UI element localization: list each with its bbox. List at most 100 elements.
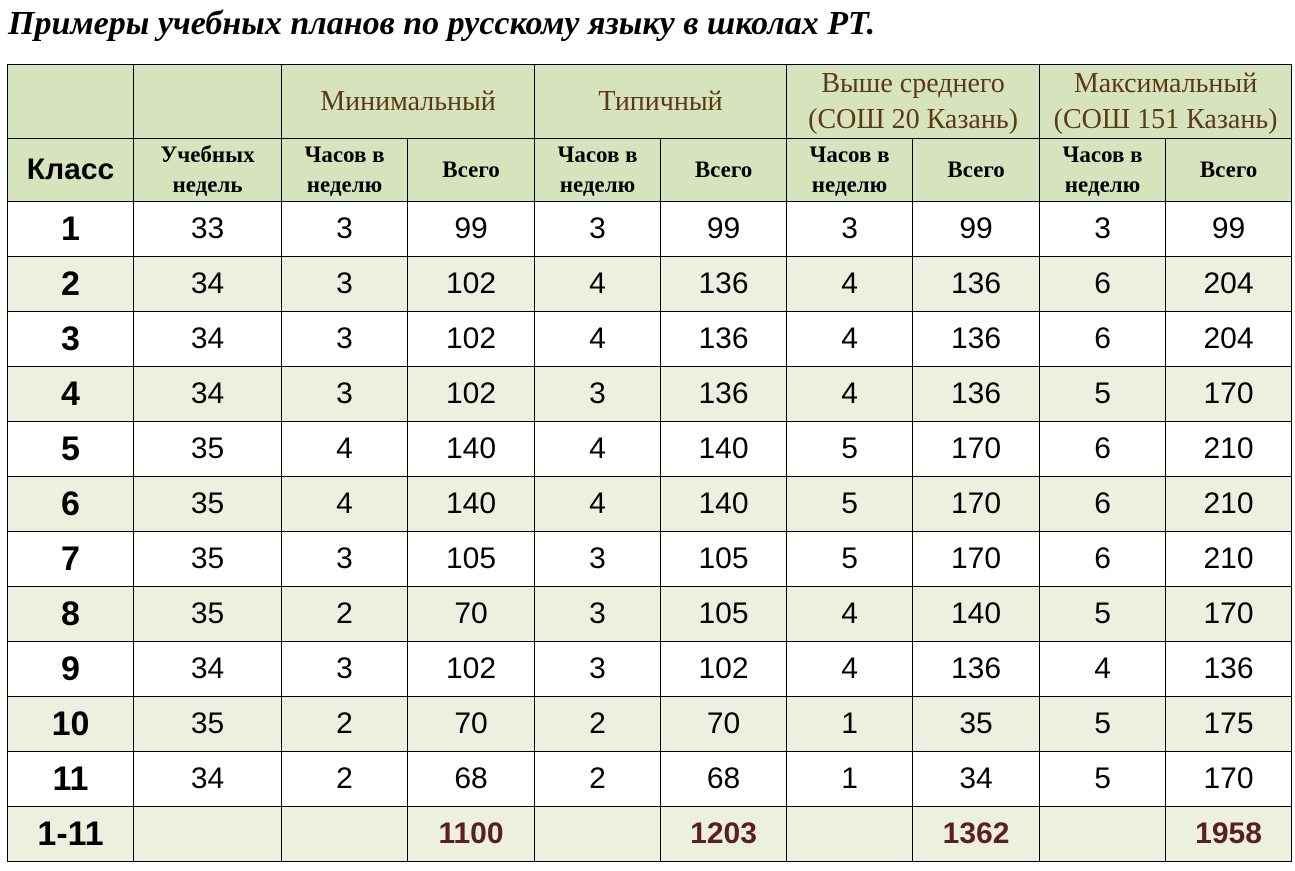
empty-cell	[281, 806, 408, 862]
total-hours-cell: 170	[912, 531, 1041, 587]
total-hours-cell: 210	[1165, 476, 1293, 532]
weeks-cell: 35	[133, 531, 282, 587]
per-week-header-line: неделю	[559, 172, 636, 197]
total-hours-cell: 102	[660, 641, 788, 697]
grand-total-cell: 1362	[912, 806, 1041, 862]
hours-per-week-cell: 4	[534, 311, 662, 367]
hours-per-week-cell: 4	[281, 476, 408, 532]
weeks-header: Учебных недель	[133, 138, 282, 202]
grade-cell: 9	[7, 641, 134, 697]
weeks-header-line: Учебных	[160, 142, 255, 167]
total-hours-cell: 102	[406, 366, 536, 422]
total-hours-cell: 136	[1165, 641, 1293, 697]
total-hours-cell: 136	[660, 256, 788, 312]
hours-per-week-cell: 3	[534, 366, 662, 422]
hours-per-week-cell: 3	[534, 201, 662, 257]
total-hours-cell: 136	[912, 311, 1041, 367]
total-hours-cell: 102	[406, 311, 536, 367]
table-row: 7 35 3 105 3 105 5 170 6 210	[7, 531, 1293, 587]
per-week-header-line: неделю	[1064, 172, 1141, 197]
grade-cell: 7	[7, 531, 134, 587]
table-row: 9 34 3 102 3 102 4 136 4 136	[7, 641, 1293, 697]
per-week-header: Часов в неделю	[786, 138, 914, 202]
hours-per-week-cell: 5	[1039, 751, 1167, 807]
hours-per-week-cell: 5	[786, 531, 914, 587]
per-week-header: Часов в неделю	[534, 138, 662, 202]
per-week-header-line: Часов в	[809, 142, 890, 167]
per-week-header-line: Часов в	[557, 142, 638, 167]
group-header-typical: Типичный	[534, 64, 788, 139]
hours-per-week-cell: 3	[281, 366, 408, 422]
hours-per-week-cell: 4	[534, 256, 662, 312]
total-hours-cell: 35	[912, 696, 1041, 752]
page-title: Примеры учебных планов по русскому языку…	[8, 5, 876, 42]
hours-per-week-cell: 4	[281, 421, 408, 477]
hours-per-week-cell: 2	[281, 586, 408, 642]
weeks-group-cell	[133, 64, 282, 139]
per-week-header-line: неделю	[306, 172, 383, 197]
table-row: 11 34 2 68 2 68 1 34 5 170	[7, 751, 1293, 807]
total-hours-cell: 204	[1165, 256, 1293, 312]
weeks-cell: 34	[133, 256, 282, 312]
hours-per-week-cell: 3	[534, 641, 662, 697]
total-header: Всего	[660, 138, 788, 202]
group-header-minimal: Минимальный	[280, 64, 536, 139]
weeks-cell: 34	[133, 641, 282, 697]
hours-per-week-cell: 2	[534, 696, 662, 752]
weeks-cell: 35	[133, 696, 282, 752]
weeks-cell: 34	[133, 366, 282, 422]
empty-cell	[786, 806, 914, 862]
hours-per-week-cell: 3	[281, 641, 408, 697]
group-line: (СОШ 151 Казань)	[1053, 103, 1278, 135]
total-hours-cell: 136	[660, 366, 788, 422]
curriculum-table: Минимальный Типичный Выше среднего (СОШ …	[7, 64, 1293, 862]
grade-cell: 10	[7, 696, 134, 752]
hours-per-week-cell: 3	[534, 531, 662, 587]
total-hours-cell: 70	[406, 696, 536, 752]
totals-row: 1-11 1100 1203 1362 1958	[7, 806, 1293, 862]
total-hours-cell: 99	[1165, 201, 1293, 257]
total-hours-cell: 136	[912, 366, 1041, 422]
hours-per-week-cell: 3	[281, 256, 408, 312]
hours-per-week-cell: 3	[534, 586, 662, 642]
hours-per-week-cell: 4	[786, 586, 914, 642]
hours-per-week-cell: 2	[281, 751, 408, 807]
table-row: 1 33 3 99 3 99 3 99 3 99	[7, 201, 1293, 257]
total-hours-cell: 204	[1165, 311, 1293, 367]
group-header-maximal: Максимальный (СОШ 151 Казань)	[1039, 64, 1293, 139]
empty-cell	[1039, 806, 1167, 862]
grade-cell: 3	[7, 311, 134, 367]
table-row: 4 34 3 102 3 136 4 136 5 170	[7, 366, 1293, 422]
per-week-header: Часов в неделю	[281, 138, 408, 202]
total-hours-cell: 105	[660, 531, 788, 587]
total-hours-cell: 140	[406, 476, 536, 532]
grand-total-cell: 1203	[660, 806, 788, 862]
per-week-header: Часов в неделю	[1039, 138, 1167, 202]
weeks-cell: 35	[133, 586, 282, 642]
weeks-cell: 34	[133, 311, 282, 367]
hours-per-week-cell: 4	[786, 311, 914, 367]
hours-per-week-cell: 2	[281, 696, 408, 752]
total-hours-cell: 136	[660, 311, 788, 367]
hours-per-week-cell: 4	[786, 256, 914, 312]
total-hours-cell: 68	[406, 751, 536, 807]
total-header: Всего	[912, 138, 1041, 202]
grade-cell: 8	[7, 586, 134, 642]
grade-cell: 2	[7, 256, 134, 312]
group-header-row: Минимальный Типичный Выше среднего (СОШ …	[7, 64, 1293, 139]
hours-per-week-cell: 4	[786, 641, 914, 697]
group-line: Максимальный	[1073, 67, 1258, 99]
total-hours-cell: 99	[660, 201, 788, 257]
hours-per-week-cell: 3	[786, 201, 914, 257]
weeks-cell: 33	[133, 201, 282, 257]
grade-cell: 1	[7, 201, 134, 257]
table-row: 10 35 2 70 2 70 1 35 5 175	[7, 696, 1293, 752]
total-hours-cell: 70	[406, 586, 536, 642]
hours-per-week-cell: 3	[281, 311, 408, 367]
hours-per-week-cell: 1	[786, 696, 914, 752]
total-hours-cell: 140	[912, 586, 1041, 642]
weeks-header-line: недель	[172, 172, 243, 197]
total-hours-cell: 170	[1165, 366, 1293, 422]
empty-cell	[133, 806, 282, 862]
hours-per-week-cell: 5	[1039, 586, 1167, 642]
